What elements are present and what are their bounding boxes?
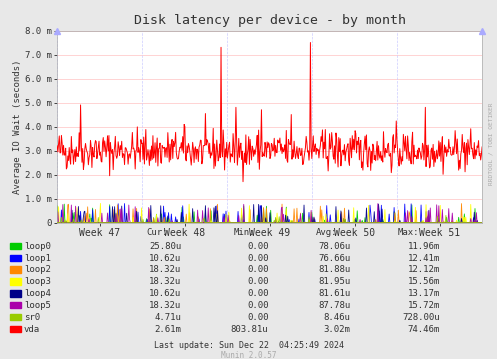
Text: 81.95u: 81.95u bbox=[318, 277, 350, 286]
Text: 10.62u: 10.62u bbox=[149, 253, 181, 263]
Text: Last update: Sun Dec 22  04:25:49 2024: Last update: Sun Dec 22 04:25:49 2024 bbox=[154, 341, 343, 350]
Text: 78.06u: 78.06u bbox=[318, 242, 350, 251]
Text: 76.66u: 76.66u bbox=[318, 253, 350, 263]
Text: loop5: loop5 bbox=[24, 301, 51, 310]
Text: 18.32u: 18.32u bbox=[149, 265, 181, 275]
Text: 13.17m: 13.17m bbox=[408, 289, 440, 298]
Text: 18.32u: 18.32u bbox=[149, 301, 181, 310]
Text: 728.00u: 728.00u bbox=[402, 313, 440, 322]
Text: 0.00: 0.00 bbox=[247, 242, 268, 251]
Text: sr0: sr0 bbox=[24, 313, 40, 322]
Y-axis label: Average IO Wait (seconds): Average IO Wait (seconds) bbox=[13, 59, 22, 194]
Title: Disk latency per device - by month: Disk latency per device - by month bbox=[134, 14, 406, 27]
Text: vda: vda bbox=[24, 325, 40, 334]
Text: 18.32u: 18.32u bbox=[149, 277, 181, 286]
Text: Max:: Max: bbox=[398, 228, 419, 237]
Text: loop0: loop0 bbox=[24, 242, 51, 251]
Text: Min:: Min: bbox=[234, 228, 255, 237]
Text: loop4: loop4 bbox=[24, 289, 51, 298]
Text: 0.00: 0.00 bbox=[247, 265, 268, 275]
Text: Avg:: Avg: bbox=[316, 228, 337, 237]
Text: 0.00: 0.00 bbox=[247, 277, 268, 286]
Text: 0.00: 0.00 bbox=[247, 289, 268, 298]
Text: loop1: loop1 bbox=[24, 253, 51, 263]
Text: RRDTOOL / TOBI OETIKER: RRDTOOL / TOBI OETIKER bbox=[489, 102, 494, 185]
Text: 3.02m: 3.02m bbox=[324, 325, 350, 334]
Text: 15.56m: 15.56m bbox=[408, 277, 440, 286]
Text: 74.46m: 74.46m bbox=[408, 325, 440, 334]
Text: 81.88u: 81.88u bbox=[318, 265, 350, 275]
Text: 2.61m: 2.61m bbox=[155, 325, 181, 334]
Text: 11.96m: 11.96m bbox=[408, 242, 440, 251]
Text: 87.78u: 87.78u bbox=[318, 301, 350, 310]
Text: 12.41m: 12.41m bbox=[408, 253, 440, 263]
Text: 803.81u: 803.81u bbox=[231, 325, 268, 334]
Text: 81.61u: 81.61u bbox=[318, 289, 350, 298]
Text: 0.00: 0.00 bbox=[247, 301, 268, 310]
Text: Cur:: Cur: bbox=[147, 228, 168, 237]
Text: Munin 2.0.57: Munin 2.0.57 bbox=[221, 351, 276, 359]
Text: 0.00: 0.00 bbox=[247, 253, 268, 263]
Text: 15.72m: 15.72m bbox=[408, 301, 440, 310]
Text: 0.00: 0.00 bbox=[247, 313, 268, 322]
Text: loop3: loop3 bbox=[24, 277, 51, 286]
Text: loop2: loop2 bbox=[24, 265, 51, 275]
Text: 8.46u: 8.46u bbox=[324, 313, 350, 322]
Text: 25.80u: 25.80u bbox=[149, 242, 181, 251]
Text: 10.62u: 10.62u bbox=[149, 289, 181, 298]
Text: 12.12m: 12.12m bbox=[408, 265, 440, 275]
Text: 4.71u: 4.71u bbox=[155, 313, 181, 322]
